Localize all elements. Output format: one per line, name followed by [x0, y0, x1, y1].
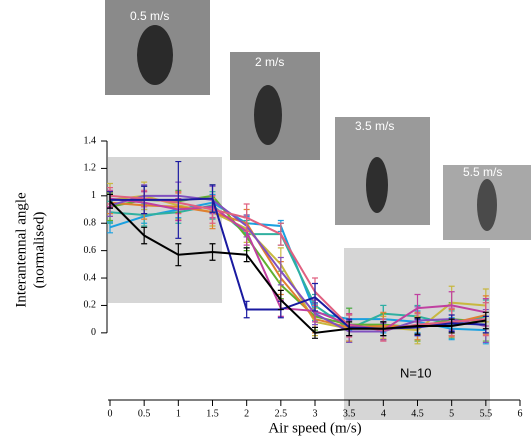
photo: 2 m/s — [230, 52, 320, 160]
x-tick-label: 3.5 — [343, 408, 356, 419]
error-bar — [141, 226, 148, 245]
x-axis-label: Air speed (m/s) — [268, 420, 361, 436]
series-line — [109, 194, 487, 333]
photo: 0.5 m/s — [105, 0, 210, 95]
x-tick-label: 5 — [449, 408, 454, 419]
y-axis-label: (normalised) — [31, 212, 47, 289]
y-tick-label: 1.4 — [84, 135, 97, 146]
y-tick-label: 1 — [91, 190, 96, 201]
photo: 5.5 m/s — [443, 165, 531, 240]
annotation: N=10 — [400, 365, 431, 380]
photo-label: 0.5 m/s — [130, 9, 169, 23]
x-tick-label: 1 — [176, 408, 181, 419]
error-bar — [277, 289, 284, 311]
y-tick-label: 0.8 — [84, 218, 97, 229]
error-bar — [175, 243, 182, 267]
x-tick-label: 4 — [381, 408, 386, 419]
error-bar — [107, 193, 113, 209]
x-tick-label: 1.5 — [206, 408, 219, 419]
series-line — [109, 204, 487, 330]
x-tick-label: 0 — [108, 408, 113, 419]
error-bar — [277, 256, 284, 286]
shaded-region — [108, 157, 222, 303]
photo: 3.5 m/s — [335, 117, 430, 225]
error-bar — [414, 317, 421, 335]
photo-label: 2 m/s — [255, 55, 284, 69]
error-bar — [312, 282, 318, 312]
error-bar — [482, 311, 489, 330]
y-tick-label: 0.4 — [84, 272, 97, 283]
error-bar — [175, 160, 182, 239]
y-tick-label: 0.2 — [84, 300, 97, 311]
photo-label: 5.5 m/s — [463, 165, 502, 179]
error-bar — [243, 300, 250, 319]
error-bar — [448, 318, 455, 334]
error-bar — [380, 321, 387, 337]
error-bar — [277, 222, 284, 246]
y-tick-label: 0.6 — [84, 245, 97, 256]
series-line — [109, 200, 486, 334]
x-tick-label: 6 — [518, 408, 523, 419]
error-bar — [243, 203, 250, 233]
x-tick-label: 4.5 — [411, 408, 424, 419]
error-bar — [209, 184, 216, 213]
series-line — [109, 194, 486, 332]
error-bar — [141, 185, 148, 215]
x-tick-label: 5.5 — [480, 408, 493, 419]
photo-label: 3.5 m/s — [355, 119, 394, 133]
x-tick-label: 3 — [313, 408, 318, 419]
series-line — [109, 197, 487, 332]
x-tick-label: 0.5 — [138, 408, 151, 419]
x-tick-label: 2.5 — [275, 408, 288, 419]
error-bar — [209, 243, 216, 261]
x-tick-label: 2 — [244, 408, 249, 419]
error-bar — [312, 326, 318, 339]
error-bar — [346, 321, 353, 337]
error-bar — [243, 247, 250, 263]
y-tick-label: 0 — [91, 327, 96, 338]
y-tick-label: 1.2 — [84, 163, 97, 174]
y-axis-label: Interantennal angle — [13, 192, 29, 308]
